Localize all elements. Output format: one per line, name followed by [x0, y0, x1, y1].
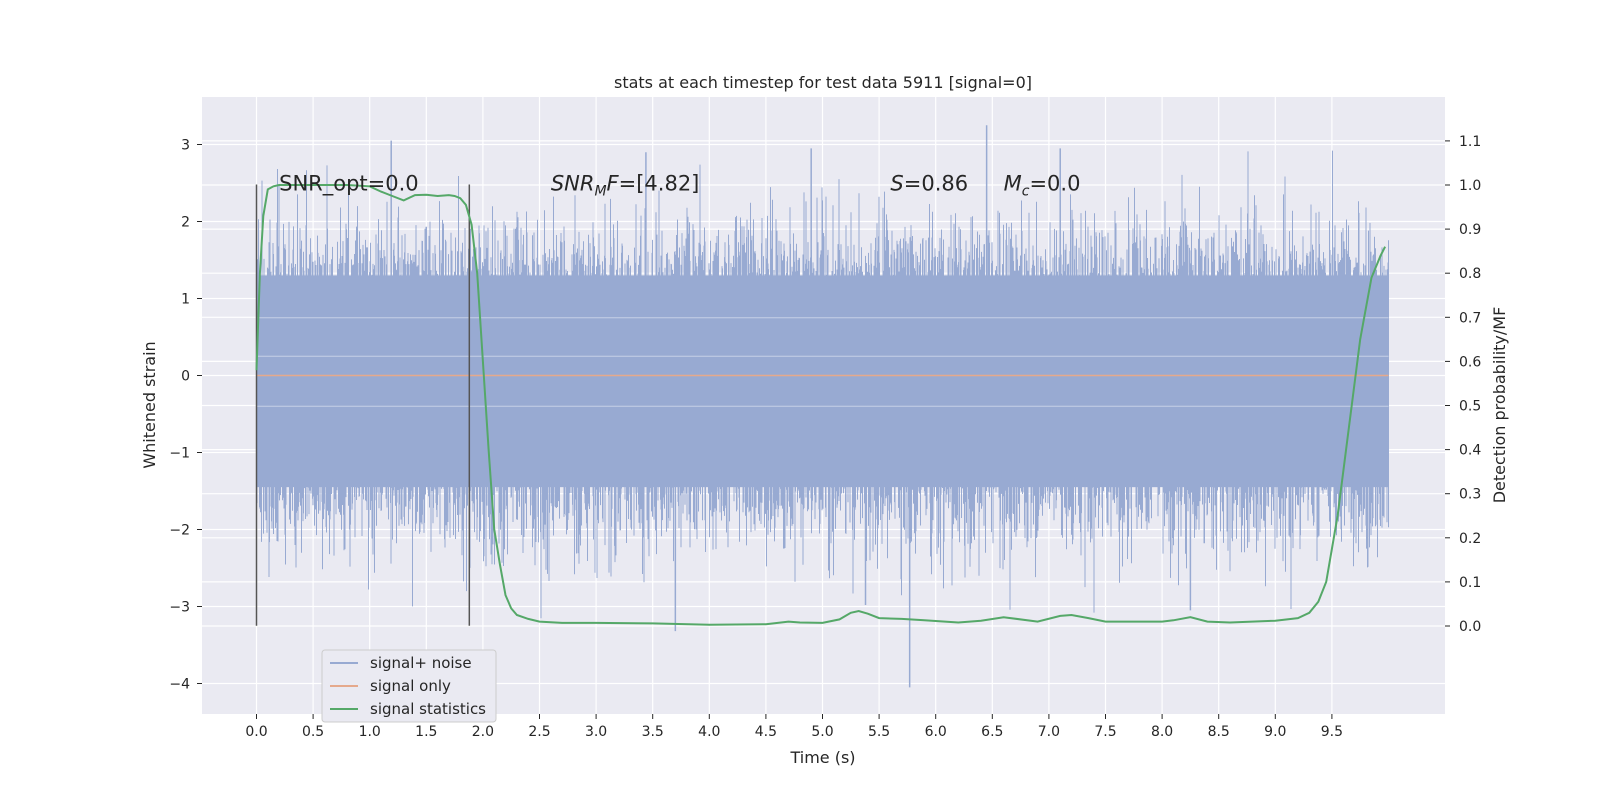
legend: signal+ noise signal only signal statist… [321, 649, 497, 723]
x-tick-label-12: 6.0 [925, 724, 947, 740]
x-tick-label-8: 4.0 [698, 724, 720, 740]
y-right-tick-label-8: 0.8 [1459, 266, 1481, 282]
y-right-tick-label-4: 0.4 [1459, 443, 1481, 459]
y-right-tick-label-11: 1.1 [1459, 134, 1481, 150]
statistics-line [255, 184, 1386, 626]
y-right-tick-label-6: 0.6 [1459, 354, 1481, 370]
x-tick-label-18: 9.0 [1264, 724, 1286, 740]
y-right-tick-label-5: 0.5 [1459, 399, 1481, 415]
y-left-tick-label-4: 0 [181, 369, 190, 385]
x-tick-label-6: 3.0 [585, 724, 607, 740]
x-axis-label: Time (s) [789, 748, 855, 767]
x-tick-label-16: 8.0 [1151, 724, 1173, 740]
annotation-0: SNR_opt=0.0 [279, 172, 419, 197]
y-axis-right-label: Detection probability/MF [1490, 307, 1509, 504]
y-right-tick-label-0: 0.0 [1459, 619, 1481, 635]
legend-label-noise: signal+ noise [370, 654, 472, 672]
x-tick-label-19: 9.5 [1321, 724, 1343, 740]
y-right-tick-label-10: 1.0 [1459, 178, 1481, 194]
annotations: SNR_opt=0.0 SNRMF=[4.82] S=0.86 Mc=0.0 [279, 172, 1080, 200]
y-right-tick-label-1: 0.1 [1459, 575, 1481, 591]
y-right-tick-label-7: 0.7 [1459, 310, 1481, 326]
y-left-tick-label-1: −3 [169, 600, 190, 616]
legend-box [321, 649, 497, 723]
legend-label-statistics: signal statistics [370, 700, 486, 718]
x-tick-label-3: 1.5 [415, 724, 437, 740]
y-left-tick-label-6: 2 [181, 215, 190, 231]
annotation-1: SNRMF=[4.82] [551, 172, 700, 200]
vertical-markers [255, 184, 471, 626]
y-left-tick-label-3: −1 [169, 446, 190, 462]
y-left-tick-label-7: 3 [181, 138, 190, 154]
x-tick-label-1: 0.5 [302, 724, 324, 740]
annotation-3: Mc=0.0 [1004, 172, 1081, 200]
y-left-tick-label-2: −2 [169, 523, 190, 539]
x-tick-label-0: 0.0 [245, 724, 267, 740]
y-right-tick-label-3: 0.3 [1459, 487, 1481, 503]
x-tick-label-15: 7.5 [1094, 724, 1116, 740]
legend-label-signal-only: signal only [370, 677, 451, 695]
x-tick-label-9: 4.5 [755, 724, 777, 740]
x-tick-label-7: 3.5 [642, 724, 664, 740]
y-axis-left-label: Whitened strain [140, 341, 159, 468]
annotation-2: S=0.86 [890, 172, 968, 196]
x-tick-label-5: 2.5 [528, 724, 550, 740]
x-tick-label-14: 7.0 [1038, 724, 1060, 740]
x-tick-label-4: 2.0 [472, 724, 494, 740]
y-right-tick-label-9: 0.9 [1459, 222, 1481, 238]
noise-series [256, 125, 1389, 688]
x-tick-label-2: 1.0 [359, 724, 381, 740]
y-axis-left-ticks: −4 −3 −2 −1 0 1 2 3 [169, 138, 202, 693]
y-left-tick-label-5: 1 [181, 292, 190, 308]
y-axis-right-ticks: 0.0 0.1 0.2 0.3 0.4 0.5 0.6 0.7 0.8 0.9 1.0 1.1 [1445, 134, 1481, 635]
x-tick-label-10: 5.0 [811, 724, 833, 740]
x-tick-label-13: 6.5 [981, 724, 1003, 740]
x-tick-label-17: 8.5 [1208, 724, 1230, 740]
statistics-series [255, 184, 1386, 626]
y-right-tick-label-2: 0.2 [1459, 531, 1481, 547]
chart-title: stats at each timestep for test data 591… [614, 73, 1032, 92]
x-axis-ticks: 0.0 0.5 1.0 1.5 2.0 2.5 3.0 3.5 4.0 4.5 5.0 5.5 6.0 6… [245, 714, 1343, 740]
y-left-tick-label-0: −4 [169, 677, 190, 693]
x-tick-label-11: 5.5 [868, 724, 890, 740]
